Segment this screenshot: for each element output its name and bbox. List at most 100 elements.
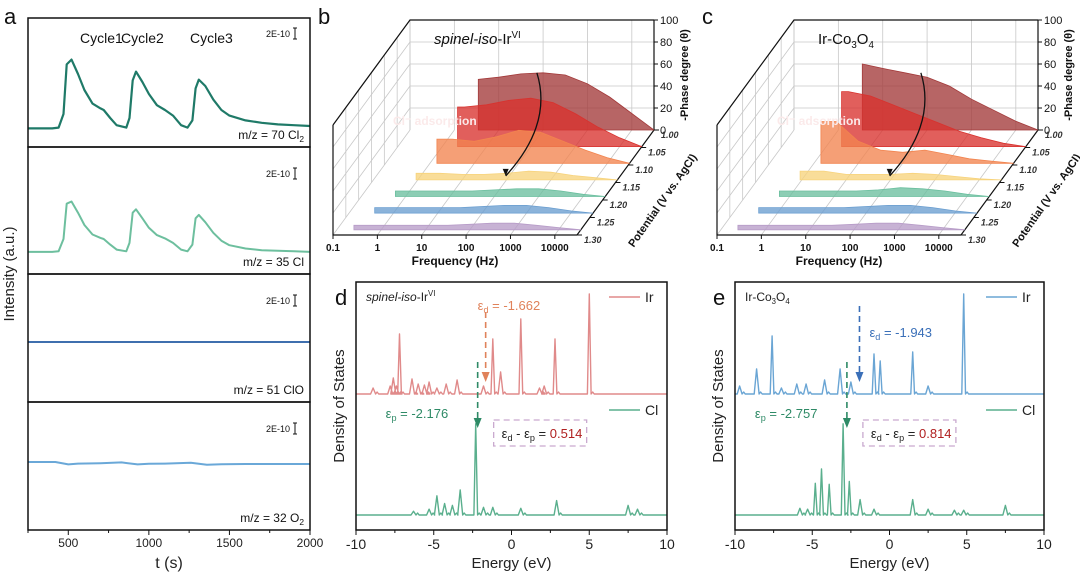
difference-box: [862, 419, 957, 447]
panel-title: spinel-iso-IrVI: [434, 30, 521, 48]
x-tick-label: -10: [725, 536, 745, 552]
scale-bar-label: 2E-10: [266, 424, 290, 434]
scale-bar-label: 2E-10: [266, 169, 290, 179]
potential-tick-label: 1.05: [1032, 148, 1051, 158]
x-tick-label: -5: [428, 536, 441, 552]
frequency-tick-label: 10: [416, 243, 428, 254]
scale-bar-icon: [293, 294, 297, 307]
z-tick-label: 80: [660, 37, 672, 49]
subplot-frame-4: [27, 401, 311, 531]
panel-label-d: d: [335, 285, 347, 310]
z-tick-label: 80: [1044, 37, 1056, 49]
panel-title: Ir-Co3O4: [818, 31, 874, 51]
potential-tick-label: 1.15: [1007, 183, 1026, 193]
z-tick-label: 60: [660, 59, 672, 71]
legend-label-cl: Cl: [645, 402, 658, 418]
x-tick-label: 0: [508, 536, 516, 552]
ribbon-1_05: [841, 91, 1026, 147]
epsilon-d-label: εd = -1.662: [478, 298, 541, 315]
annotation-cl-adsorption: Cl⁻ adsorption: [777, 114, 861, 128]
epsilon-p-label: εp = -2.176: [386, 406, 449, 423]
series-label-1: m/z = 70 Cl2: [238, 128, 304, 144]
frequency-tick-label: 1: [759, 243, 765, 254]
x-tick-label: 1500: [216, 536, 243, 550]
legend: Ir Cl: [986, 289, 1035, 418]
potential-tick-label: 1.05: [648, 148, 667, 158]
ribbon-1_25: [374, 205, 594, 214]
ribbon-1_30: [353, 222, 581, 231]
frequency-axis: 0.1 1 10 100 1000 10000 Frequency (Hz): [710, 235, 953, 268]
legend-label-ir: Ir: [1022, 289, 1031, 305]
legend-label-ir: Ir: [645, 289, 654, 305]
ribbon-1_25: [758, 205, 978, 214]
epsilon-d-label: εd = -1.943: [869, 325, 932, 342]
epsilon-d-arrow-icon: [855, 372, 864, 382]
scale-bar-icon: [293, 27, 297, 40]
panel-a-mass-spec: 2E-10 m/z = 70 Cl2 2E-10 m/z = 35 Cl 2E-10 m/…: [1, 17, 324, 572]
x-tick-label: -5: [806, 536, 819, 552]
gridline: [938, 129, 1017, 236]
frequency-tick-label: 1000: [883, 243, 906, 254]
panel-title: Ir-Co3O4: [745, 290, 790, 306]
axis-top-edge: [332, 19, 654, 126]
y-axis-label: Density of States: [331, 349, 348, 462]
series-line-2: [28, 200, 311, 253]
difference-label: εd - εp = 0.814: [871, 426, 952, 443]
potential-tick-label: 1.10: [635, 165, 653, 175]
potential-axis: 1.001.051.101.151.201.251.30 Potential (V…: [577, 129, 700, 250]
ribbon-1_10: [820, 121, 1014, 164]
dos-line-ir: [735, 293, 1044, 395]
x-tick-label: 5: [963, 536, 971, 552]
ribbons: [737, 63, 1039, 231]
x-axis-label: Energy (eV): [849, 555, 929, 572]
z-tick-label: 40: [1044, 81, 1056, 93]
ribbon-1_20: [779, 187, 990, 197]
frequency-tick-label: 10000: [925, 243, 953, 254]
frequency-tick-label: 0.1: [710, 243, 724, 254]
scale-bar-icon: [293, 422, 297, 435]
grid-3d: [716, 19, 1038, 236]
x-tick-label: 2000: [297, 536, 324, 550]
dos-line-ir: [356, 293, 667, 395]
z-tick-label: 100: [1044, 15, 1062, 27]
gridline: [554, 129, 633, 236]
potential-tick-label: 1.10: [1019, 165, 1037, 175]
legend: Ir Cl: [609, 289, 658, 418]
frequency-tick-label: 100: [458, 243, 475, 254]
ribbon-1_20: [395, 188, 606, 197]
gridline: [894, 129, 972, 236]
frequency-tick-label: 10000: [541, 243, 569, 254]
x-axis-label: Energy (eV): [471, 555, 551, 572]
series-label-2: m/z = 35 Cl: [243, 255, 304, 269]
frequency-axis-label: Frequency (Hz): [412, 254, 499, 268]
z-tick-label: 0: [1044, 125, 1050, 137]
epsilon-p-label: εp = -2.757: [755, 406, 818, 423]
x-axis-label-a: t (s): [155, 555, 183, 572]
legend-label-cl: Cl: [1022, 402, 1035, 418]
potential-tick-label: 1.30: [968, 235, 986, 245]
series-label-4: m/z = 32 O2: [240, 511, 304, 527]
panel-label-e: e: [713, 285, 725, 310]
z-tick-label: 20: [1044, 103, 1056, 115]
x-tick-label: 5: [585, 536, 593, 552]
frequency-axis: 0.1 1 10 100 1000 10000 Frequency (Hz): [326, 235, 569, 268]
epsilon-p-arrow-icon: [473, 418, 482, 428]
dos-line-cl: [356, 423, 667, 516]
series-line-4: [28, 461, 310, 466]
trend-arrow: [889, 72, 926, 177]
cycle-label-3: Cycle3: [190, 30, 233, 46]
potential-tick-label: 1.20: [610, 200, 628, 210]
scale-bar-label: 2E-10: [266, 29, 290, 39]
x-tick-label: 10: [659, 536, 675, 552]
z-tick-label: 60: [1044, 59, 1056, 71]
frequency-tick-label: 100: [842, 243, 859, 254]
y-axis-label-a: Intensity (a.u.): [1, 226, 18, 321]
difference-box: [493, 419, 588, 447]
frequency-tick-label: 0.1: [326, 243, 340, 254]
ribbon-1_15: [799, 170, 1002, 181]
scale-bar-icon: [293, 167, 297, 180]
panel-label-a: a: [4, 4, 17, 29]
x-tick-label: 0: [886, 536, 894, 552]
y-axis-label: Density of States: [710, 349, 727, 462]
